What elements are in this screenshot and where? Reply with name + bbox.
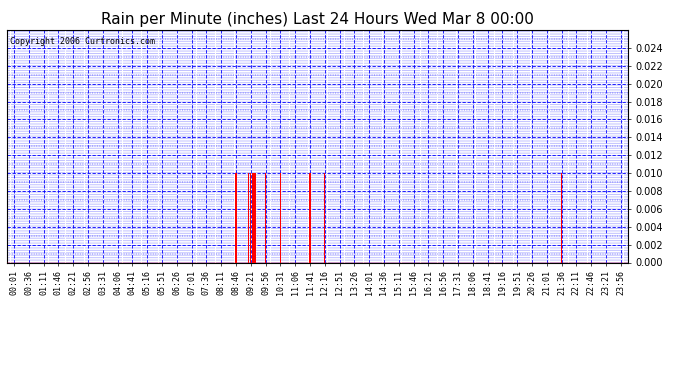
Title: Rain per Minute (inches) Last 24 Hours Wed Mar 8 00:00: Rain per Minute (inches) Last 24 Hours W… bbox=[101, 12, 534, 27]
Text: Copyright 2006 Curtronics.com: Copyright 2006 Curtronics.com bbox=[10, 37, 155, 46]
Bar bbox=[279, 173, 281, 262]
Bar bbox=[255, 173, 256, 262]
Bar bbox=[265, 173, 266, 262]
Bar bbox=[248, 173, 249, 262]
Bar bbox=[235, 173, 237, 262]
Bar bbox=[250, 173, 251, 262]
Bar bbox=[561, 173, 562, 262]
Bar bbox=[309, 173, 310, 262]
Bar bbox=[324, 173, 326, 262]
